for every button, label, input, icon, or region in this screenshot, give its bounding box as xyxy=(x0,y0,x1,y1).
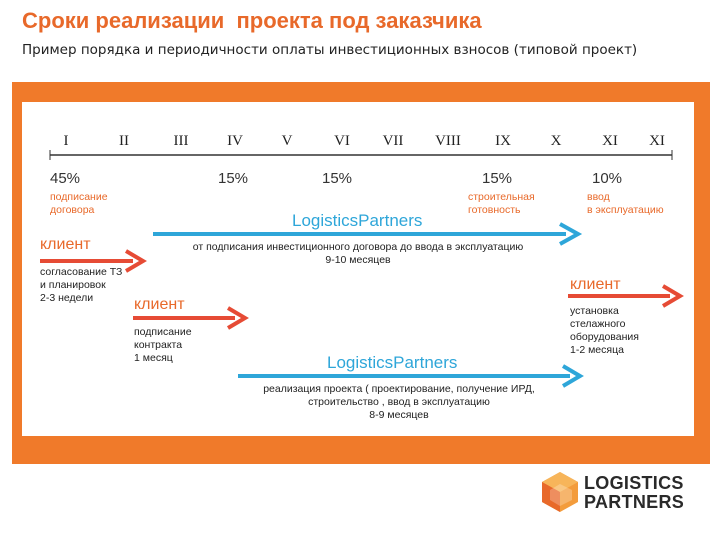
lp-bottom-arrow xyxy=(238,364,584,388)
payment-note: подписание договора xyxy=(50,191,108,216)
month-label: II xyxy=(119,133,129,149)
month-label: I xyxy=(63,133,69,149)
logo-text: LOGISTICS PARTNERS xyxy=(584,473,685,512)
timeline-ticks xyxy=(49,150,673,160)
month-label: V xyxy=(281,133,293,149)
month-label: VIII xyxy=(435,133,461,149)
month-label: III xyxy=(173,133,189,149)
month-label: IX xyxy=(495,133,511,149)
client-1-desc: согласование ТЗ и планировок 2-3 недели xyxy=(40,266,123,304)
month-label: X xyxy=(550,133,562,149)
month-label: VII xyxy=(382,133,404,149)
lp-bottom-label: LogisticsPartners xyxy=(327,353,458,372)
month-label: VI xyxy=(334,133,350,149)
lp-top-arrow xyxy=(153,222,583,246)
client-3-label: клиент xyxy=(570,276,621,293)
payment-percent: 45% xyxy=(50,170,81,187)
logo-mark-icon xyxy=(542,472,578,512)
client-2-arrow xyxy=(133,306,249,330)
lp-top-label: LogisticsPartners xyxy=(292,211,423,230)
lp-top-desc: от подписания инвестиционного договора д… xyxy=(192,241,524,266)
month-label: XI xyxy=(602,133,618,149)
payment-percent: 15% xyxy=(482,170,513,187)
payment-note: строительная готовность xyxy=(468,191,535,216)
client-3-desc: установка стелажного оборудования 1-2 месяц… xyxy=(570,305,639,356)
payment-percent: 15% xyxy=(218,170,249,187)
page-subtitle: Пример порядка и периодичности оплаты ин… xyxy=(22,42,638,58)
month-label: XI xyxy=(649,133,665,149)
payment-note: ввод в эксплуатацию xyxy=(587,191,664,216)
client-1-label: клиент xyxy=(40,236,91,253)
client-2-label: клиент xyxy=(134,296,185,313)
payment-percent: 10% xyxy=(592,170,623,187)
client-2-desc: подписание контракта 1 месяц xyxy=(134,326,192,364)
month-label: IV xyxy=(227,133,243,149)
client-3-arrow xyxy=(568,284,684,308)
diagram-panel xyxy=(22,102,694,436)
lp-bottom-desc: реализация проекта ( проектирование, пол… xyxy=(263,383,535,421)
client-1-arrow xyxy=(40,249,147,273)
payment-percent: 15% xyxy=(322,170,353,187)
page-title: Сроки реализации проекта под заказчика xyxy=(22,8,482,33)
